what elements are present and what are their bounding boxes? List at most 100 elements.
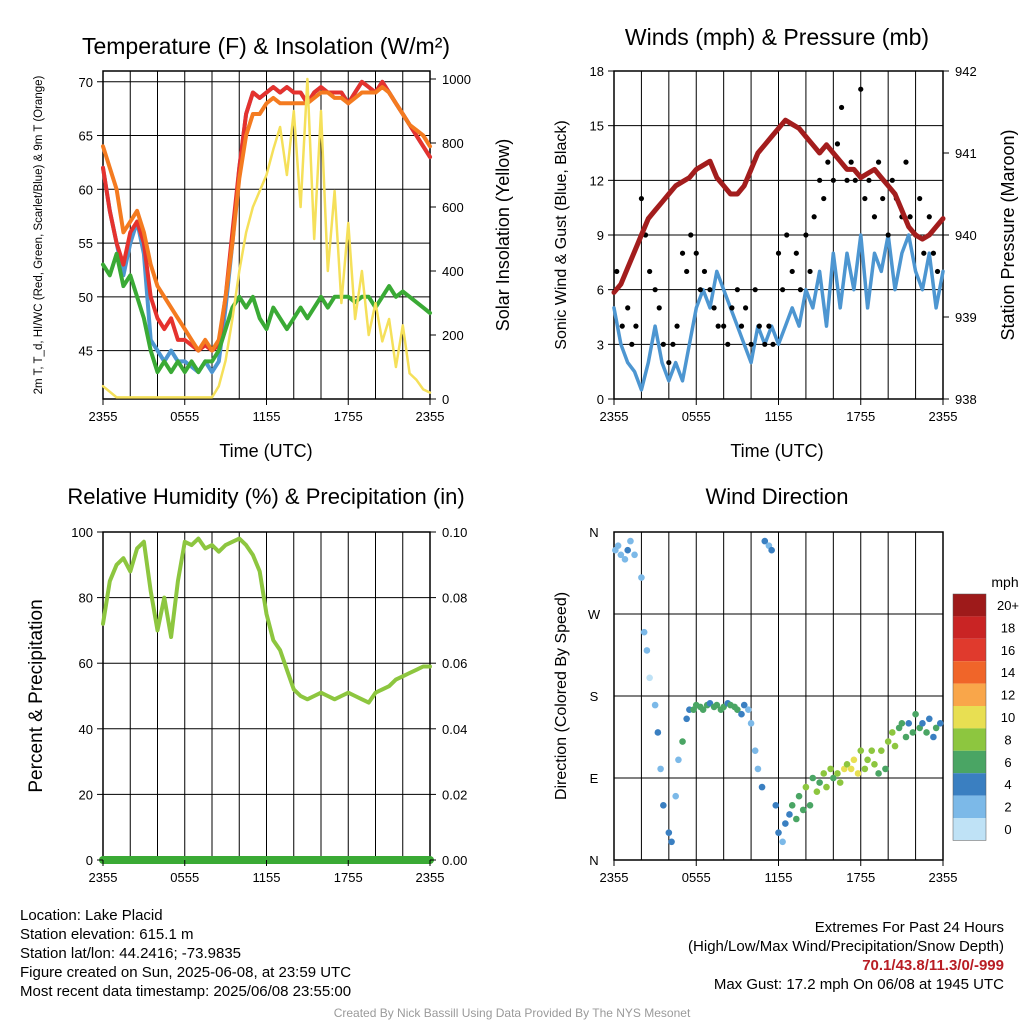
direction-point bbox=[919, 720, 926, 727]
y2-tick-label: 0.04 bbox=[442, 722, 467, 737]
colorbar-label: 6 bbox=[1004, 755, 1011, 770]
gust-point bbox=[903, 159, 909, 165]
direction-point bbox=[834, 770, 841, 777]
x-tick-label: 1155 bbox=[253, 870, 281, 885]
direction-point bbox=[668, 838, 675, 846]
gust-point bbox=[921, 250, 927, 256]
colorbar-label: 8 bbox=[1004, 732, 1011, 747]
x-tick-label: 1155 bbox=[253, 409, 281, 424]
y-tick-label: 70 bbox=[79, 75, 93, 90]
y2-tick-label: 400 bbox=[442, 264, 464, 279]
dir-y-axis-label: Direction (Colored By Speed) bbox=[553, 592, 570, 800]
y2-tick-label: 942 bbox=[955, 64, 977, 79]
gust-point bbox=[880, 195, 886, 202]
gust-point bbox=[838, 104, 845, 111]
direction-point bbox=[788, 802, 796, 809]
gust-point bbox=[926, 214, 932, 220]
x-tick-label: 0555 bbox=[682, 409, 711, 424]
colorbar-swatch bbox=[953, 594, 986, 617]
y-tick-label: 0 bbox=[597, 392, 604, 407]
x-tick-label: 1755 bbox=[846, 409, 875, 424]
y2-tick-label: 0.02 bbox=[442, 787, 467, 802]
colorbar-label: 10 bbox=[1001, 710, 1015, 725]
rh-y-axis-label: Percent & Precipitation bbox=[26, 599, 47, 792]
gust-point bbox=[660, 341, 666, 347]
extremes-title: Extremes For Past 24 Hours bbox=[814, 919, 1004, 936]
gust-point bbox=[633, 323, 639, 329]
direction-point bbox=[802, 783, 810, 791]
gust-point bbox=[930, 250, 937, 256]
x-tick-label: 2355 bbox=[600, 870, 629, 885]
credit-text: Created By Nick Bassill Using Data Provi… bbox=[333, 1006, 691, 1020]
direction-point bbox=[875, 770, 882, 777]
gust-point bbox=[619, 323, 625, 329]
colorbar-title: mph bbox=[991, 574, 1018, 590]
wind-panel: Winds (mph) & Pressure (mb) 2355 0555 1155… bbox=[553, 24, 1018, 461]
direction-point bbox=[754, 765, 762, 773]
gust-point bbox=[647, 268, 653, 275]
direction-point bbox=[624, 546, 632, 554]
colorbar-swatch bbox=[953, 706, 986, 729]
direction-point bbox=[827, 765, 834, 773]
direction-point bbox=[734, 706, 741, 713]
colorbar-label: 4 bbox=[1004, 777, 1011, 792]
dir-series bbox=[612, 537, 944, 846]
direction-point bbox=[786, 811, 793, 818]
gust-point bbox=[797, 287, 804, 293]
y-tick-label: N bbox=[589, 525, 598, 540]
direction-point bbox=[683, 715, 690, 723]
series-line-0 bbox=[101, 536, 432, 705]
y-tick-label: S bbox=[590, 689, 599, 704]
x-tick-label: 1755 bbox=[334, 409, 363, 424]
colorbar-label: 0 bbox=[1004, 822, 1011, 837]
direction-point bbox=[640, 628, 648, 636]
direction-point bbox=[884, 738, 892, 745]
gust-point bbox=[652, 287, 658, 293]
direction-point bbox=[657, 765, 664, 773]
direction-point bbox=[654, 729, 662, 736]
gust-point bbox=[734, 287, 740, 293]
direction-point bbox=[809, 774, 817, 782]
colorbar-swatch bbox=[953, 661, 986, 684]
gust-point bbox=[674, 323, 680, 329]
direction-point bbox=[847, 765, 855, 773]
y-tick-label: E bbox=[590, 771, 599, 786]
direction-point bbox=[779, 838, 786, 846]
direction-point bbox=[775, 829, 782, 836]
gust-point bbox=[811, 214, 817, 220]
direction-point bbox=[646, 674, 653, 682]
colorbar-swatch bbox=[953, 683, 986, 706]
y2-tick-label: 0 bbox=[442, 392, 449, 407]
gust-point bbox=[770, 341, 776, 347]
direction-point bbox=[936, 720, 944, 727]
direction-point bbox=[672, 792, 679, 800]
direction-point bbox=[882, 765, 889, 773]
y-tick-label: 55 bbox=[79, 236, 93, 251]
y-tick-label: 40 bbox=[79, 722, 93, 737]
direction-point bbox=[878, 747, 885, 754]
direction-point bbox=[898, 720, 906, 727]
gust-point bbox=[866, 177, 872, 183]
gust-point bbox=[743, 305, 749, 311]
y-tick-label: 3 bbox=[597, 337, 604, 352]
gust-point bbox=[752, 287, 758, 293]
x-tick-label: 0555 bbox=[682, 870, 711, 885]
direction-point bbox=[638, 574, 645, 581]
direction-point bbox=[772, 802, 780, 809]
direction-point bbox=[799, 806, 807, 814]
direction-point bbox=[816, 779, 823, 786]
y2-tick-label: 0.06 bbox=[442, 656, 467, 671]
colorbar-swatch bbox=[953, 750, 986, 774]
gust-point bbox=[852, 177, 858, 183]
direction-point bbox=[751, 747, 759, 754]
gust-point bbox=[834, 141, 841, 147]
direction-point bbox=[823, 783, 830, 791]
x-tick-label: 1155 bbox=[765, 870, 793, 885]
temperature-panel: Temperature (F) & Insolation (W/m²) 2355… bbox=[33, 33, 513, 461]
y-tick-label: 0 bbox=[86, 853, 93, 868]
temp-y2-axis-label: Solar Insolation (Yellow) bbox=[493, 139, 513, 331]
gust-point bbox=[729, 305, 735, 311]
extremes-values: 70.1/43.8/11.3/0/-999 bbox=[862, 957, 1004, 974]
direction-point bbox=[738, 710, 745, 718]
max-gust-text: Max Gust: 17.2 mph On 06/08 at 1945 UTC bbox=[713, 976, 1004, 993]
